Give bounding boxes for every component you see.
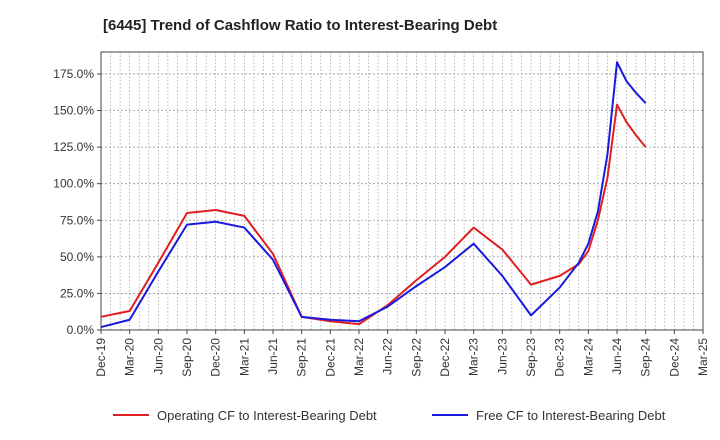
y-tick-label: 150.0%	[53, 104, 94, 118]
chart-title: [6445] Trend of Cashflow Ratio to Intere…	[103, 17, 497, 34]
y-tick-label: 175.0%	[53, 67, 94, 81]
x-tick-label: Mar-23	[467, 338, 481, 376]
x-tick-label: Sep-24	[639, 338, 653, 377]
x-tick-label: Dec-24	[667, 338, 681, 377]
x-tick-label: Jun-21	[266, 338, 280, 375]
y-tick-label: 125.0%	[53, 140, 94, 154]
x-tick-label: Dec-20	[209, 338, 223, 377]
x-tick-label: Jun-20	[151, 338, 165, 375]
x-tick-label: Mar-20	[123, 338, 137, 376]
y-tick-label: 0.0%	[67, 323, 95, 337]
x-tick-label: Mar-22	[352, 338, 366, 376]
legend-label-1: Operating CF to Interest-Bearing Debt	[157, 408, 377, 423]
grid-layer	[100, 52, 704, 331]
x-tick-label: Dec-22	[438, 338, 452, 377]
x-tick-label: Sep-20	[180, 338, 194, 377]
x-tick-label: Jun-24	[610, 338, 624, 375]
y-tick-label: 50.0%	[60, 250, 94, 264]
x-tick-label: Dec-19	[94, 338, 108, 377]
x-tick-label: Sep-23	[524, 338, 538, 377]
x-tick-label: Dec-21	[323, 338, 337, 377]
x-tick-label: Sep-22	[409, 338, 423, 377]
series-line-1	[100, 103, 647, 326]
x-tick-label: Dec-23	[553, 338, 567, 377]
series-line-2	[100, 61, 647, 329]
x-tick-label: Jun-22	[381, 338, 395, 375]
series-layer	[100, 61, 647, 329]
plot-frame	[100, 51, 704, 331]
y-tick-label: 25.0%	[60, 286, 94, 300]
legend-label-2: Free CF to Interest-Bearing Debt	[476, 408, 666, 423]
legend: Operating CF to Interest-Bearing Debt Fre…	[113, 408, 666, 423]
x-tick-label: Mar-21	[237, 338, 251, 376]
x-tick-label: Sep-21	[295, 338, 309, 377]
x-tick-label: Mar-25	[696, 338, 710, 376]
y-tick-label: 75.0%	[60, 213, 94, 227]
x-tick-label: Mar-24	[581, 338, 595, 376]
axis-layer: 0.0% 25.0% 50.0% 75.0% 100.0% 125.0% 150.0% 175…	[53, 51, 710, 377]
y-tick-label: 100.0%	[53, 177, 94, 191]
x-tick-label: Jun-23	[495, 338, 509, 375]
